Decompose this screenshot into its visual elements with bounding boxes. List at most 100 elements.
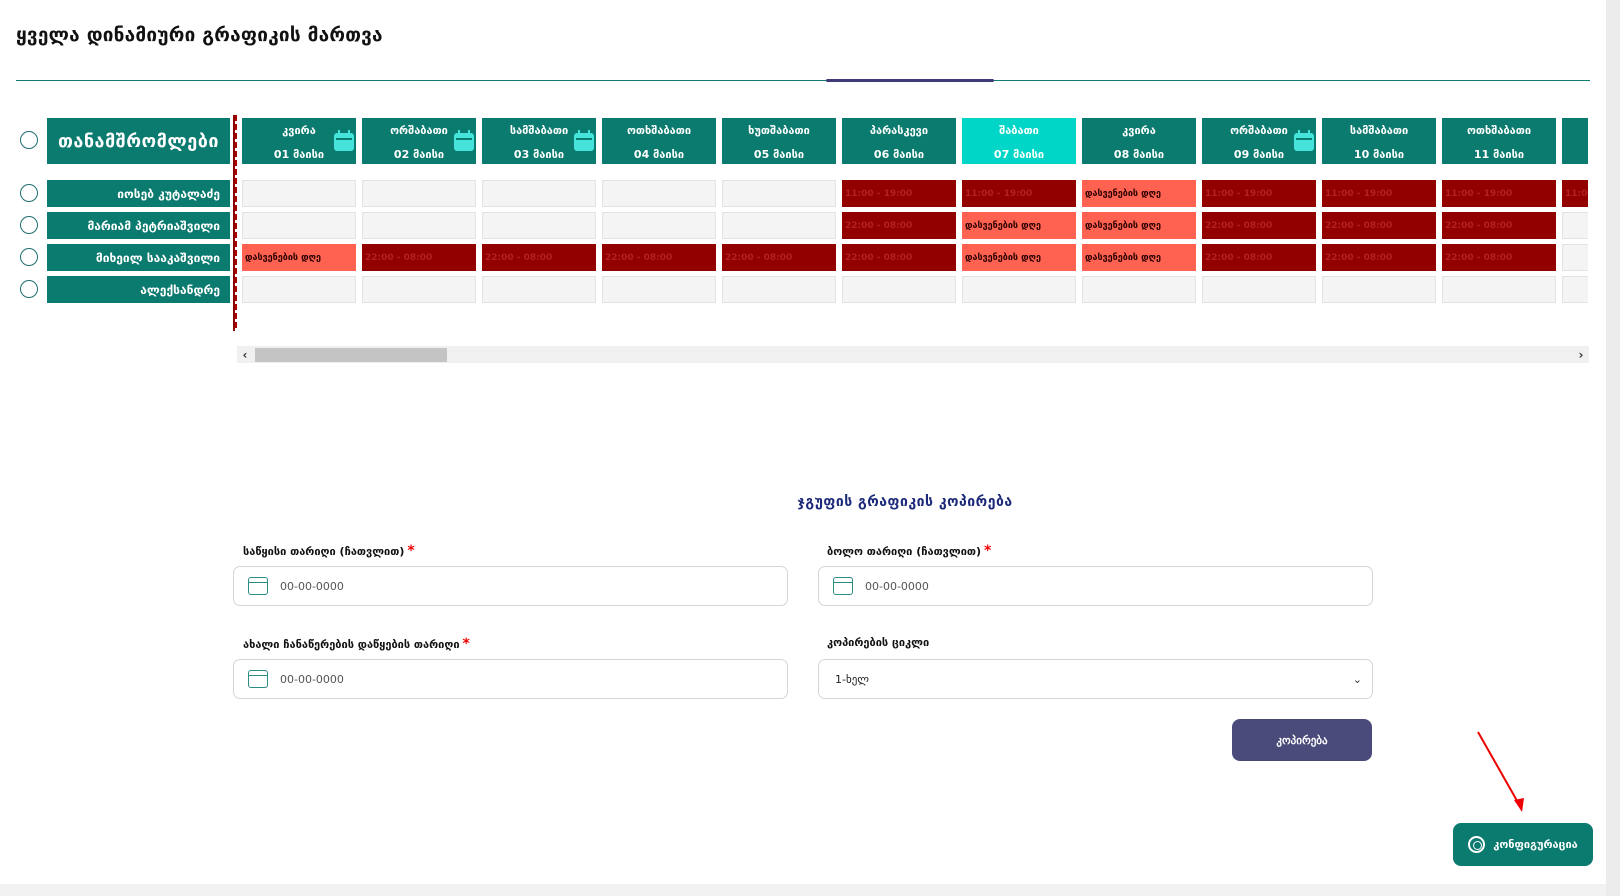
scroll-left-icon[interactable]: ‹ <box>242 347 248 362</box>
schedule-cell[interactable] <box>482 180 596 207</box>
schedule-cell[interactable] <box>1562 212 1588 239</box>
schedule-cell[interactable]: 22:00 - 08:00 <box>362 244 476 271</box>
schedule-cell[interactable]: 11:00 - 19:00 <box>962 180 1076 207</box>
day-header[interactable]: ოთხშაბათი 04 მაისი <box>602 118 716 164</box>
schedule-cell[interactable]: 22:00 - 08:00 <box>1322 244 1436 271</box>
schedule-cell[interactable]: 22:00 - 08:00 <box>1442 212 1556 239</box>
day-header[interactable] <box>1562 118 1588 164</box>
schedule-cell[interactable]: 22:00 - 08:00 <box>482 244 596 271</box>
schedule-cell[interactable] <box>722 180 836 207</box>
page-title: ყველა დინამიური გრაფიკის მართვა <box>16 24 383 46</box>
day-header[interactable]: კვირა 01 მაისი <box>242 118 356 164</box>
day-name: კვირა <box>282 124 316 137</box>
schedule-cell[interactable]: 22:00 - 08:00 <box>842 244 956 271</box>
schedule-cell[interactable]: 22:00 - 08:00 <box>842 212 956 239</box>
start-date-field[interactable]: 00-00-0000 <box>233 566 788 606</box>
schedule-cell[interactable] <box>362 180 476 207</box>
schedule-cell[interactable]: დასვენების დღე <box>1082 244 1196 271</box>
schedule-cell[interactable] <box>1082 276 1196 303</box>
day-header[interactable]: სამშაბათი 10 მაისი <box>1322 118 1436 164</box>
gear-icon <box>1468 836 1486 853</box>
employee-radio-3[interactable] <box>20 248 38 266</box>
employee-name[interactable]: იოსებ კუტალაძე <box>47 180 230 207</box>
employee-name[interactable]: მიხეილ სააკაშვილი <box>47 244 230 271</box>
schedule-cell[interactable]: 22:00 - 08:00 <box>602 244 716 271</box>
day-header[interactable]: პარასკევი 06 მაისი <box>842 118 956 164</box>
calendar-icon[interactable] <box>454 130 474 151</box>
schedule-cell[interactable]: 22:00 - 08:00 <box>722 244 836 271</box>
day-header[interactable]: სამშაბათი 03 მაისი <box>482 118 596 164</box>
schedule-cell[interactable] <box>482 276 596 303</box>
employee-radio-4[interactable] <box>20 280 38 298</box>
schedule-cell[interactable]: 11:00 - 19:00 <box>1322 180 1436 207</box>
schedule-cell[interactable] <box>1442 276 1556 303</box>
day-header[interactable]: ოთხშაბათი 11 მაისი <box>1442 118 1556 164</box>
schedule-cell[interactable]: 11:00 - 19:00 <box>1202 180 1316 207</box>
schedule-cell[interactable] <box>1322 276 1436 303</box>
day-header[interactable]: ორშაბათი 02 მაისი <box>362 118 476 164</box>
start-date-label: საწყისი თარიღი (ჩათვლით) * <box>243 543 415 559</box>
schedule-cell[interactable]: დასვენების დღე <box>1082 180 1196 207</box>
scroll-thumb[interactable] <box>255 348 447 362</box>
end-date-field[interactable]: 00-00-0000 <box>818 566 1373 606</box>
schedule-cell[interactable]: 11:00 - 19:00 <box>842 180 956 207</box>
horizontal-scrollbar[interactable]: ‹ › <box>237 346 1589 363</box>
copy-button[interactable]: კოპირება <box>1232 719 1372 761</box>
new-start-date-field[interactable]: 00-00-0000 <box>233 659 788 699</box>
schedule-cell[interactable]: 22:00 - 08:00 <box>1322 212 1436 239</box>
title-accent-bar <box>826 79 994 82</box>
schedule-cell[interactable] <box>962 276 1076 303</box>
schedule-cell[interactable]: დასვენების დღე <box>242 244 356 271</box>
select-all-radio[interactable] <box>20 131 38 149</box>
copy-cycle-label: კოპირების ციკლი <box>827 636 930 649</box>
schedule-cell[interactable]: 22:00 - 08:00 <box>1202 244 1316 271</box>
copy-cycle-select[interactable]: 1-ხელ ⌄ <box>818 659 1373 699</box>
schedule-cell[interactable] <box>602 276 716 303</box>
day-date: 08 მაისი <box>1113 148 1165 161</box>
schedule-cell[interactable] <box>362 212 476 239</box>
schedule-cell[interactable] <box>482 212 596 239</box>
day-header[interactable]: კვირა 08 მაისი <box>1082 118 1196 164</box>
schedule-cell[interactable] <box>1562 244 1588 271</box>
day-date: 01 მაისი <box>273 148 325 161</box>
schedule-cell[interactable] <box>602 180 716 207</box>
calendar-icon <box>833 577 853 595</box>
day-header[interactable]: შაბათი 07 მაისი <box>962 118 1076 164</box>
configuration-button[interactable]: კონფიგურაცია <box>1453 823 1593 866</box>
schedule-cell[interactable] <box>1202 276 1316 303</box>
schedule-cell[interactable] <box>602 212 716 239</box>
day-header[interactable]: ხუთშაბათი 05 მაისი <box>722 118 836 164</box>
calendar-icon <box>248 577 268 595</box>
day-name: პარასკევი <box>869 124 929 137</box>
schedule-cell[interactable] <box>242 180 356 207</box>
schedule-cell[interactable]: 11:00 <box>1562 180 1588 207</box>
scroll-right-icon[interactable]: › <box>1578 347 1584 362</box>
calendar-icon[interactable] <box>574 130 594 151</box>
employee-name[interactable]: მარიამ პეტრიაშვილი <box>47 212 230 239</box>
window-edge <box>1606 0 1620 896</box>
schedule-cell[interactable]: 22:00 - 08:00 <box>1202 212 1316 239</box>
calendar-icon[interactable] <box>334 130 354 151</box>
employees-header: თანამშრომლები <box>47 118 230 164</box>
new-start-date-label: ახალი ჩანაწერების დაწყების თარიღი * <box>243 636 470 652</box>
schedule-cell[interactable] <box>242 276 356 303</box>
schedule-cell[interactable]: დასვენების დღე <box>1082 212 1196 239</box>
schedule-cell[interactable] <box>242 212 356 239</box>
schedule-cell[interactable] <box>722 276 836 303</box>
schedule-cell[interactable]: დასვენების დღე <box>962 212 1076 239</box>
schedule-cell[interactable] <box>362 276 476 303</box>
day-date: 05 მაისი <box>753 148 805 161</box>
day-header[interactable]: ორშაბათი 09 მაისი <box>1202 118 1316 164</box>
schedule-cell[interactable]: დასვენების დღე <box>962 244 1076 271</box>
schedule-cell[interactable] <box>722 212 836 239</box>
employee-radio-1[interactable] <box>20 184 38 202</box>
employee-name[interactable]: ალექსანდრე <box>47 276 230 303</box>
employee-radio-2[interactable] <box>20 216 38 234</box>
day-name: ოთხშაბათი <box>626 124 692 137</box>
end-date-label: ბოლო თარიღი (ჩათვლით) * <box>827 543 992 559</box>
schedule-cell[interactable] <box>1562 276 1588 303</box>
schedule-cell[interactable]: 11:00 - 19:00 <box>1442 180 1556 207</box>
calendar-icon[interactable] <box>1294 130 1314 151</box>
schedule-cell[interactable]: 22:00 - 08:00 <box>1442 244 1556 271</box>
schedule-cell[interactable] <box>842 276 956 303</box>
